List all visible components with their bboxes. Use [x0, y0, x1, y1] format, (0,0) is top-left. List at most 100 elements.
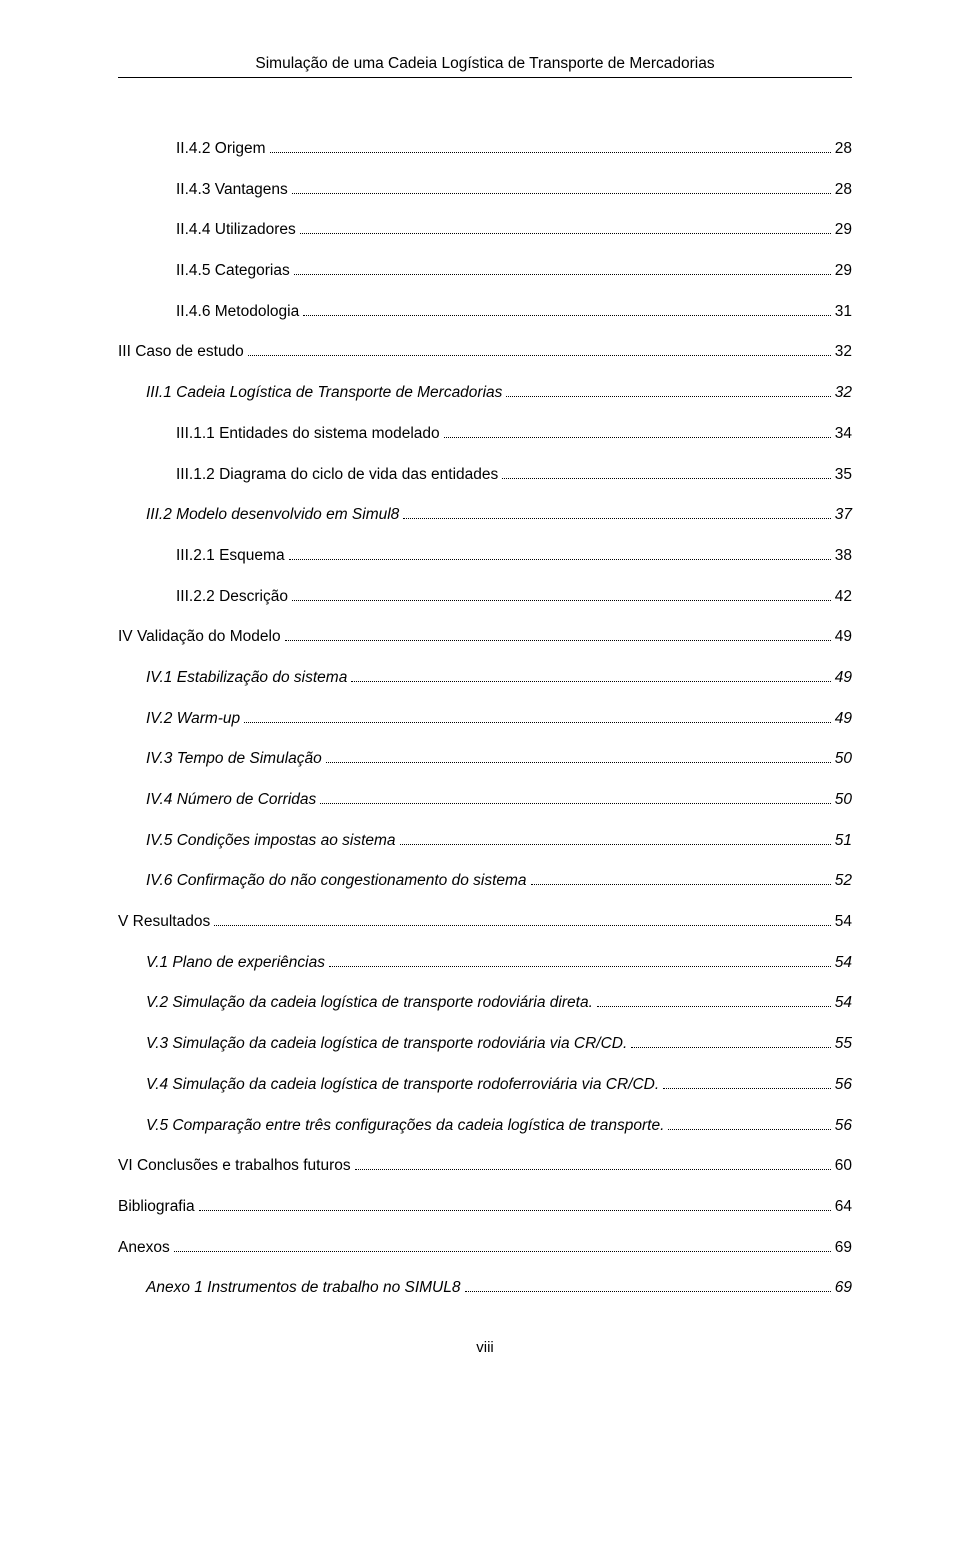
- toc-leader: [320, 803, 830, 804]
- toc-leader: [289, 559, 831, 560]
- document-page: Simulação de uma Cadeia Logística de Tra…: [0, 0, 960, 1406]
- toc-leader: [214, 925, 831, 926]
- toc-leader: [597, 1006, 831, 1007]
- toc-entry: Anexos 69: [118, 1237, 852, 1259]
- toc-entry: Anexo 1 Instrumentos de trabalho no SIMU…: [118, 1277, 852, 1299]
- toc-entry: III.1 Cadeia Logística de Transporte de …: [118, 382, 852, 404]
- toc-entry: V.1 Plano de experiências 54: [118, 952, 852, 974]
- page-footer: viii: [118, 1339, 852, 1356]
- toc-leader: [668, 1129, 830, 1130]
- toc-entry-page: 69: [835, 1277, 852, 1299]
- toc-leader: [631, 1047, 830, 1048]
- toc-entry: III.1.1 Entidades do sistema modelado 34: [118, 423, 852, 445]
- toc-entry-label: IV.2 Warm-up: [146, 708, 240, 730]
- toc-entry-label: IV.1 Estabilização do sistema: [146, 667, 347, 689]
- toc-entry-label: III.2.2 Descrição: [176, 586, 288, 608]
- toc-entry-label: Anexo 1 Instrumentos de trabalho no SIMU…: [146, 1277, 461, 1299]
- toc-entry: II.4.3 Vantagens 28: [118, 179, 852, 201]
- toc-entry: IV.5 Condições impostas ao sistema 51: [118, 830, 852, 852]
- toc-entry-page: 55: [835, 1033, 852, 1055]
- toc-leader: [663, 1088, 831, 1089]
- toc-entry: III.2 Modelo desenvolvido em Simul8 37: [118, 504, 852, 526]
- toc-entry-page: 49: [835, 626, 852, 648]
- toc-entry-page: 69: [835, 1237, 852, 1259]
- document-title: Simulação de uma Cadeia Logística de Tra…: [118, 55, 852, 73]
- toc-entry-label: V.5 Comparação entre três configurações …: [146, 1115, 664, 1137]
- toc-entry: IV.2 Warm-up 49: [118, 708, 852, 730]
- toc-leader: [329, 966, 831, 967]
- toc-entry-label: IV.3 Tempo de Simulação: [146, 748, 322, 770]
- toc-entry-label: V.2 Simulação da cadeia logística de tra…: [146, 992, 593, 1014]
- toc-entry-label: III.2.1 Esquema: [176, 545, 285, 567]
- toc-entry: III.2.2 Descrição 42: [118, 586, 852, 608]
- toc-entry-label: IV.6 Confirmação do não congestionamento…: [146, 870, 527, 892]
- toc-leader: [248, 355, 831, 356]
- toc-leader: [506, 396, 830, 397]
- toc-entry-page: 29: [835, 219, 852, 241]
- toc-leader: [465, 1291, 831, 1292]
- toc-entry: II.4.6 Metodologia 31: [118, 301, 852, 323]
- toc-leader: [355, 1169, 831, 1170]
- toc-entry-label: III Caso de estudo: [118, 341, 244, 363]
- toc-entry-label: VI Conclusões e trabalhos futuros: [118, 1155, 351, 1177]
- toc-entry: V.5 Comparação entre três configurações …: [118, 1115, 852, 1137]
- toc-entry-label: V.3 Simulação da cadeia logística de tra…: [146, 1033, 627, 1055]
- toc-entry: II.4.5 Categorias 29: [118, 260, 852, 282]
- toc-entry-label: III.1 Cadeia Logística de Transporte de …: [146, 382, 502, 404]
- toc-entry-page: 32: [835, 341, 852, 363]
- toc-entry-label: Anexos: [118, 1237, 170, 1259]
- toc-leader: [303, 315, 831, 316]
- toc-leader: [531, 884, 831, 885]
- toc-entry: III.1.2 Diagrama do ciclo de vida das en…: [118, 464, 852, 486]
- toc-leader: [502, 478, 831, 479]
- toc-entry-label: V.1 Plano de experiências: [146, 952, 325, 974]
- toc-entry-page: 28: [835, 179, 852, 201]
- toc-entry-label: II.4.6 Metodologia: [176, 301, 299, 323]
- toc-entry-page: 56: [835, 1115, 852, 1137]
- toc-entry-page: 28: [835, 138, 852, 160]
- toc-entry-page: 52: [835, 870, 852, 892]
- toc-entry-page: 49: [835, 667, 852, 689]
- toc-entry-page: 37: [835, 504, 852, 526]
- title-underline: [118, 77, 852, 78]
- toc-entry: V.3 Simulação da cadeia logística de tra…: [118, 1033, 852, 1055]
- toc-leader: [326, 762, 831, 763]
- toc-entry: IV.1 Estabilização do sistema 49: [118, 667, 852, 689]
- toc-entry: II.4.2 Origem 28: [118, 138, 852, 160]
- toc-entry-page: 50: [835, 748, 852, 770]
- toc-entry: VI Conclusões e trabalhos futuros 60: [118, 1155, 852, 1177]
- toc-leader: [351, 681, 830, 682]
- toc-entry-label: II.4.4 Utilizadores: [176, 219, 296, 241]
- toc-entry: V.2 Simulação da cadeia logística de tra…: [118, 992, 852, 1014]
- toc-entry-label: IV.5 Condições impostas ao sistema: [146, 830, 396, 852]
- toc-entry-page: 29: [835, 260, 852, 282]
- toc-entry-label: IV Validação do Modelo: [118, 626, 281, 648]
- toc-entry-label: III.1.1 Entidades do sistema modelado: [176, 423, 440, 445]
- toc-leader: [244, 722, 831, 723]
- toc-leader: [400, 844, 831, 845]
- toc-entry-page: 54: [835, 911, 852, 933]
- toc-entry: IV.4 Número de Corridas 50: [118, 789, 852, 811]
- toc-entry: V.4 Simulação da cadeia logística de tra…: [118, 1074, 852, 1096]
- toc-entry-page: 54: [835, 992, 852, 1014]
- toc-entry: III Caso de estudo 32: [118, 341, 852, 363]
- toc-leader: [292, 600, 831, 601]
- toc-leader: [403, 518, 830, 519]
- toc-entry-label: V Resultados: [118, 911, 210, 933]
- toc-entry-page: 31: [835, 301, 852, 323]
- toc-leader: [300, 233, 831, 234]
- toc-entry-label: II.4.5 Categorias: [176, 260, 290, 282]
- toc-entry-page: 56: [835, 1074, 852, 1096]
- toc-leader: [199, 1210, 831, 1211]
- toc-entry-page: 60: [835, 1155, 852, 1177]
- toc-entry-label: V.4 Simulação da cadeia logística de tra…: [146, 1074, 659, 1096]
- toc-leader: [174, 1251, 831, 1252]
- toc-entry-page: 54: [835, 952, 852, 974]
- toc-entry-label: II.4.2 Origem: [176, 138, 266, 160]
- toc-leader: [444, 437, 831, 438]
- toc-entry: II.4.4 Utilizadores 29: [118, 219, 852, 241]
- toc-entry: III.2.1 Esquema 38: [118, 545, 852, 567]
- toc-entry-label: III.1.2 Diagrama do ciclo de vida das en…: [176, 464, 498, 486]
- toc-leader: [270, 152, 831, 153]
- toc-entry-page: 34: [835, 423, 852, 445]
